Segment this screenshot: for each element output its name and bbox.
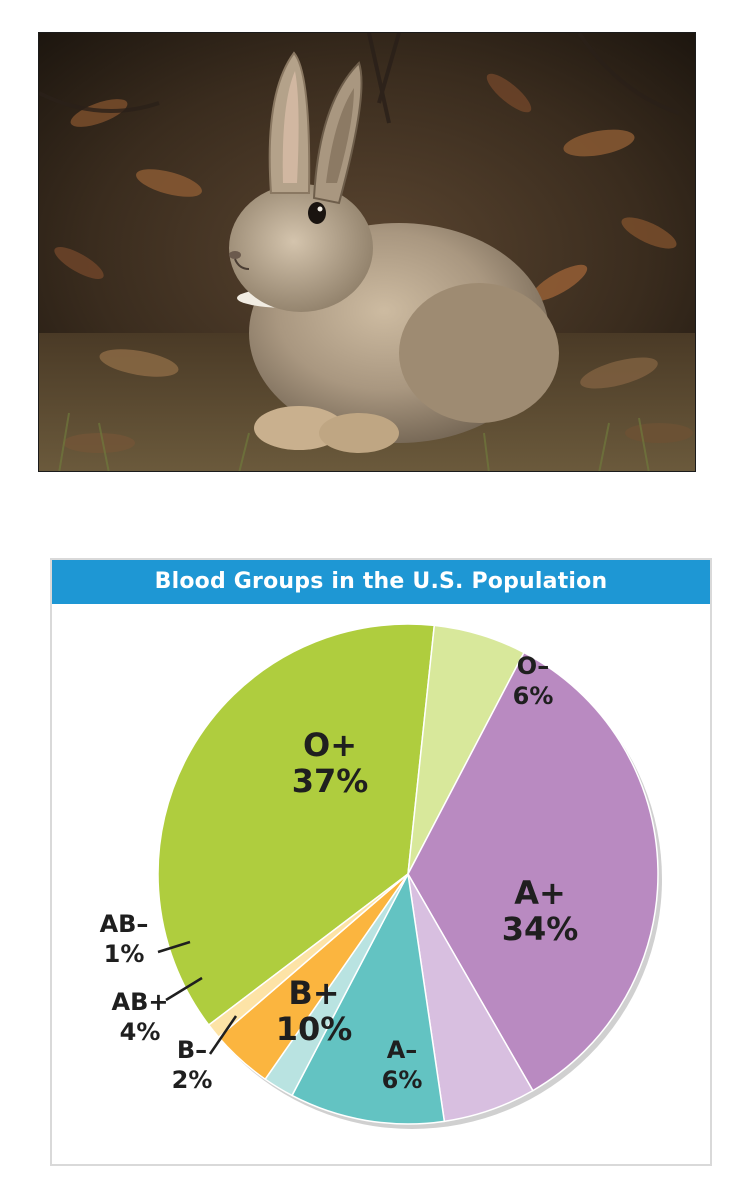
- slice-label-opos: O+: [303, 726, 357, 764]
- slice-percent-apos: 34%: [502, 910, 579, 948]
- slice-percent-abneg: 1%: [104, 940, 145, 968]
- pie-chart: O+37%O–6%A+34%A–6%B+10%B–2%AB+4%AB–1%: [100, 623, 662, 1129]
- slice-label-abpos: AB+: [112, 988, 169, 1016]
- blood-group-chart: Blood Groups in the U.S. Population O+ 37…: [50, 558, 712, 1166]
- pie-slice-bpos: [291, 871, 446, 1125]
- rabbit-illustration: [39, 33, 695, 471]
- slice-label-abneg: AB–: [100, 910, 149, 938]
- pie-slice-opos: [157, 623, 436, 1027]
- slice-percent-oneg: 6%: [513, 682, 554, 710]
- slice-percent-bneg: 2%: [172, 1066, 213, 1094]
- leader-line-abneg: [157, 940, 191, 954]
- leader-line-abpos: [165, 976, 203, 1002]
- pie-slice-abneg: [207, 873, 409, 1039]
- slice-percent-bpos: 10%: [276, 1010, 353, 1048]
- slice-percent-abpos: 4%: [120, 1018, 161, 1046]
- slice-label-apos: A+: [514, 874, 566, 912]
- slice-label-bpos: B+: [288, 974, 339, 1012]
- chart-title: Blood Groups in the U.S. Population: [52, 560, 710, 604]
- rabbit-photo: [38, 32, 696, 472]
- slice-percent-aneg: 6%: [382, 1066, 423, 1094]
- slice-label-aneg: A–: [387, 1036, 418, 1064]
- slice-label-oneg: O–: [517, 652, 549, 680]
- slice-percent-opos: 37%: [292, 762, 369, 800]
- leader-line-bneg: [208, 1015, 238, 1055]
- slice-label-bneg: B–: [177, 1036, 207, 1064]
